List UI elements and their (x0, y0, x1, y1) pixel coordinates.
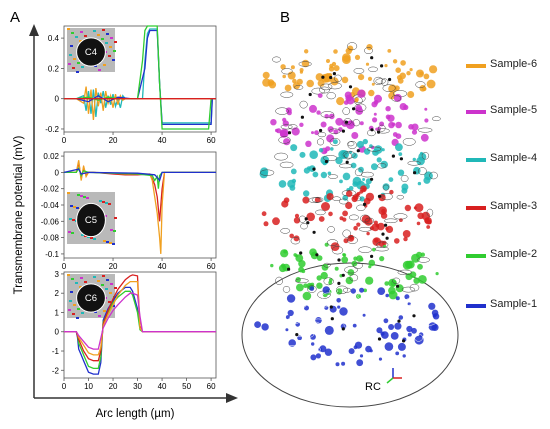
y-tick-label: -0.1 (45, 250, 59, 259)
inset-label: C5 (85, 215, 97, 226)
cell-inset-image: C4 (67, 28, 117, 73)
x-tick-label: 60 (207, 136, 216, 145)
legend-label: Sample-2 (490, 248, 538, 260)
series-line-4 (64, 280, 216, 356)
y-tick-label: -2 (52, 366, 60, 375)
y-tick-label: 0.4 (48, 34, 60, 43)
cell-layer-1 (254, 286, 440, 367)
y-tick-label: 0.02 (43, 152, 59, 161)
x-tick-label: 0 (62, 136, 67, 145)
legend-item: Sample-3 (466, 200, 550, 218)
legend-label: Sample-4 (490, 152, 538, 164)
legend-swatch (466, 206, 486, 210)
x-tick-label: 0 (62, 382, 67, 391)
line-chart-panels: -0.200.20.40 20 40 60C4-0.1-0.08-0.06-0.04-… (41, 25, 217, 391)
cell-layer-6 (262, 42, 438, 106)
y-tick-label: 1 (55, 308, 60, 317)
legend-swatch (466, 110, 486, 114)
y-tick-label: 3 (55, 270, 60, 279)
base-ellipse (241, 262, 459, 408)
cell-inset-image: C6 (67, 274, 117, 319)
x-tick-label: 40 (158, 262, 167, 271)
cell-layer-5 (270, 89, 441, 155)
x-tick-label: 40 (158, 382, 167, 391)
series-line-1 (64, 28, 216, 124)
y-tick-label: 2 (55, 289, 60, 298)
cell-layer-3 (261, 185, 434, 252)
legend-item: Sample-1 (466, 298, 550, 316)
y-tick-label: 0.2 (48, 64, 60, 73)
legend-item: Sample-4 (466, 152, 550, 170)
legend-item: Sample-5 (466, 104, 550, 122)
y-tick-label: 0 (55, 95, 60, 104)
outer-axes (29, 24, 238, 403)
legend-label: Sample-3 (490, 200, 538, 212)
x-tick-label: 30 (133, 382, 142, 391)
panel-b-label: B (280, 9, 290, 26)
inset-label: C6 (85, 293, 97, 304)
x-tick-label: 20 (109, 262, 118, 271)
x-tick-label: 60 (207, 262, 216, 271)
rc-label: RC (365, 381, 381, 393)
cell-layer-2 (270, 236, 439, 301)
legend-swatch (466, 304, 486, 308)
y-tick-label: -0.08 (41, 234, 60, 243)
y-tick-label: -0.04 (41, 201, 60, 210)
axes-triad-icon (386, 368, 402, 384)
x-tick-label: 10 (84, 382, 93, 391)
series-line-3 (64, 29, 216, 126)
y-tick-label: -0.02 (41, 185, 60, 194)
inset-label: C4 (85, 47, 97, 58)
y-tick-label: 0 (55, 328, 60, 337)
y-tick-label: -0.06 (41, 217, 60, 226)
x-tick-label: 20 (109, 382, 118, 391)
x-axis-label: Arc length (µm) (96, 408, 175, 420)
x-tick-label: 40 (158, 136, 167, 145)
y-tick-label: -0.2 (45, 125, 59, 134)
legend-label: Sample-6 (490, 58, 538, 70)
legend-swatch (466, 158, 486, 162)
legend-swatch (466, 254, 486, 258)
y-tick-label: 0 (55, 168, 60, 177)
legend-swatch (466, 64, 486, 68)
y-tick-label: -1 (52, 347, 60, 356)
series-line-5 (64, 292, 216, 350)
series-line-4 (63, 168, 216, 182)
series-line-2 (64, 290, 216, 370)
legend-label: Sample-1 (490, 298, 538, 310)
legend-item: Sample-6 (466, 58, 550, 76)
legend-item: Sample-2 (466, 248, 550, 266)
x-tick-label: 20 (109, 136, 118, 145)
y-axis-label: Transmembrane potential (mV) (13, 135, 25, 294)
cell-layer-illustration: RC (241, 42, 459, 408)
x-tick-label: 0 (62, 262, 67, 271)
panel-a-label: A (10, 9, 20, 26)
chart-panel-2: -0.1 -0.08 -0.06 -0.04 -0.02 0 0.02 0 20 40 60 C5 (41, 151, 217, 271)
cell-inset-image: C5 (67, 192, 117, 245)
x-tick-label: 50 (182, 382, 191, 391)
legend-label: Sample-5 (490, 104, 538, 116)
x-tick-label: 60 (207, 382, 216, 391)
